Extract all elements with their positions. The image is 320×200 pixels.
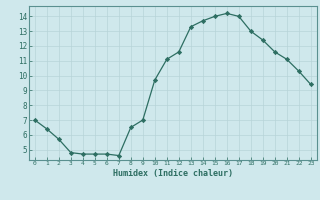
X-axis label: Humidex (Indice chaleur): Humidex (Indice chaleur)	[113, 169, 233, 178]
